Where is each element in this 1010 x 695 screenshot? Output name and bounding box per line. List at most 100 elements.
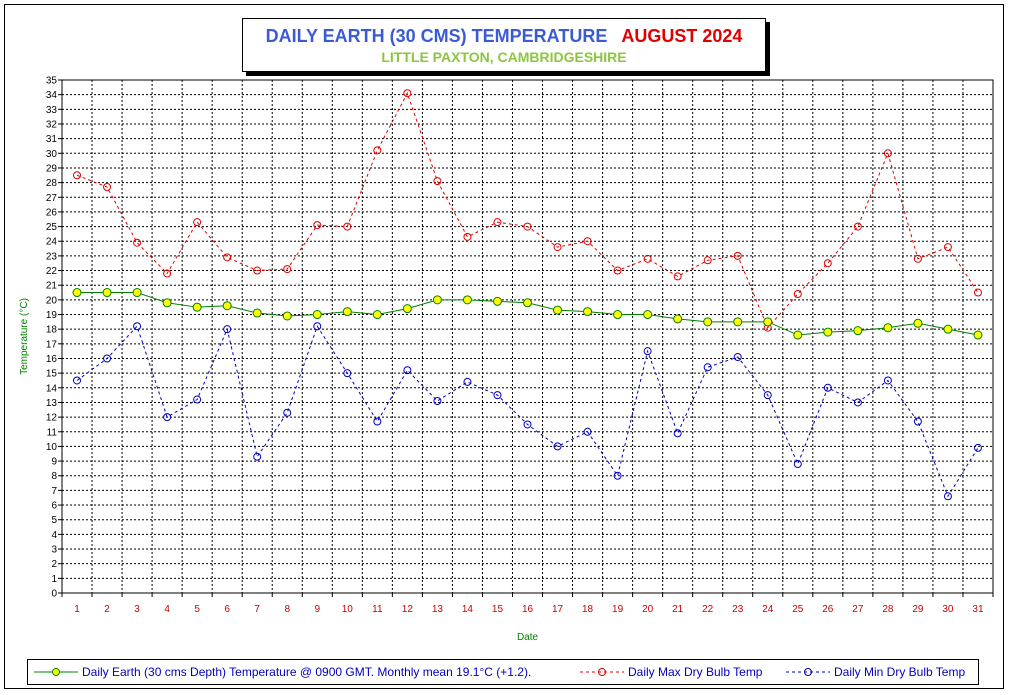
title-line: DAILY EARTH (30 CMS) TEMPERATURE AUGUST 2… — [243, 26, 765, 47]
series-0-point — [162, 298, 172, 308]
series-0-point — [853, 326, 863, 336]
x-tick-label: 9 — [314, 604, 320, 615]
y-tick-label: 30 — [46, 149, 58, 160]
series-line-1 — [76, 91, 979, 329]
series-1-point — [193, 218, 202, 227]
y-tick-label: 25 — [46, 222, 58, 233]
x-tick-label: 31 — [972, 604, 984, 615]
series-1-point — [313, 221, 322, 230]
legend-item-max: Daily Max Dry Bulb Temp — [580, 665, 762, 679]
series-2-point — [823, 383, 832, 392]
x-tick-label: 2 — [104, 604, 110, 615]
legend-label-min: Daily Min Dry Bulb Temp — [834, 665, 966, 679]
series-0-point — [703, 317, 713, 327]
y-tick-label: 2 — [51, 559, 57, 570]
x-tick-label: 20 — [642, 604, 654, 615]
series-1-point — [403, 89, 412, 98]
series-1-point — [343, 222, 352, 231]
chart-title: DAILY EARTH (30 CMS) TEMPERATURE — [265, 26, 608, 46]
legend: Daily Earth (30 cms Depth) Temperature @… — [27, 659, 979, 685]
series-2-point — [553, 442, 562, 451]
x-tick-label: 22 — [702, 604, 714, 615]
x-tick-label: 16 — [522, 604, 534, 615]
series-2-point — [193, 395, 202, 404]
series-0-point — [823, 327, 833, 337]
x-tick-label: 8 — [284, 604, 290, 615]
series-0-point — [793, 330, 803, 340]
x-tick-label: 15 — [492, 604, 504, 615]
series-0-point — [733, 317, 743, 327]
x-tick-label: 13 — [432, 604, 444, 615]
legend-item-earth: Daily Earth (30 cms Depth) Temperature @… — [34, 665, 531, 679]
series-1-point — [73, 171, 82, 180]
series-0-point — [913, 318, 923, 328]
x-tick-label: 18 — [582, 604, 594, 615]
x-tick-label: 1 — [74, 604, 80, 615]
x-tick-label: 17 — [552, 604, 564, 615]
series-0-point — [402, 304, 412, 314]
series-2-point — [703, 363, 712, 372]
series-1-point — [673, 272, 682, 281]
y-tick-label: 29 — [46, 163, 58, 174]
series-0-point — [342, 307, 352, 317]
legend-swatch-max — [580, 668, 624, 676]
series-1-point — [283, 265, 292, 274]
y-tick-label: 11 — [47, 427, 58, 438]
series-0-point — [553, 305, 563, 315]
series-2-point — [103, 354, 112, 363]
series-1-point — [103, 182, 112, 191]
y-tick-label: 28 — [46, 178, 58, 189]
series-1-point — [253, 266, 262, 275]
series-1-point — [853, 222, 862, 231]
series-0-point — [102, 288, 112, 298]
x-tick-label: 23 — [732, 604, 744, 615]
x-tick-label: 10 — [342, 604, 354, 615]
series-0-point — [613, 310, 623, 320]
y-tick-label: 4 — [51, 530, 57, 541]
series-1-point — [613, 266, 622, 275]
series-2-point — [913, 417, 922, 426]
series-0-point — [643, 310, 653, 320]
series-0-point — [252, 308, 262, 318]
series-0-point — [462, 295, 472, 305]
series-2-point — [793, 460, 802, 469]
series-1-point — [553, 243, 562, 252]
series-0-point — [192, 302, 202, 312]
series-1-point — [373, 146, 382, 155]
series-1-point — [883, 149, 892, 158]
series-2-point — [943, 492, 952, 501]
series-0-point — [312, 310, 322, 320]
y-tick-label: 16 — [46, 354, 58, 365]
y-tick-label: 26 — [46, 207, 58, 218]
y-tick-label: 23 — [46, 251, 58, 262]
x-tick-label: 28 — [882, 604, 894, 615]
y-tick-label: 9 — [51, 457, 57, 468]
series-2-point — [583, 427, 592, 436]
series-1-point — [133, 238, 142, 247]
y-tick-label: 12 — [46, 413, 58, 424]
y-tick-label: 24 — [46, 237, 58, 248]
x-tick-label: 24 — [762, 604, 774, 615]
legend-label-earth: Daily Earth (30 cms Depth) Temperature @… — [82, 665, 532, 679]
y-tick-label: 10 — [46, 442, 58, 453]
series-2-point — [883, 376, 892, 385]
x-tick-label: 12 — [402, 604, 414, 615]
series-2-point — [613, 471, 622, 480]
y-tick-label: 8 — [51, 471, 57, 482]
x-tick-label: 19 — [612, 604, 624, 615]
series-1-point — [793, 289, 802, 298]
y-tick-label: 34 — [46, 90, 58, 101]
y-tick-label: 3 — [51, 545, 57, 556]
series-1-point — [973, 288, 982, 297]
series-1-point — [523, 222, 532, 231]
x-tick-label: 25 — [792, 604, 804, 615]
series-1-point — [733, 251, 742, 260]
x-tick-label: 6 — [224, 604, 230, 615]
series-2-point — [493, 391, 502, 400]
series-1-point — [643, 254, 652, 263]
y-tick-label: 20 — [46, 295, 58, 306]
series-1-point — [703, 256, 712, 265]
series-0-point — [583, 307, 593, 317]
chart-area: 0123456789101112131415161718192021222324… — [19, 76, 994, 643]
series-2-point — [463, 377, 472, 386]
